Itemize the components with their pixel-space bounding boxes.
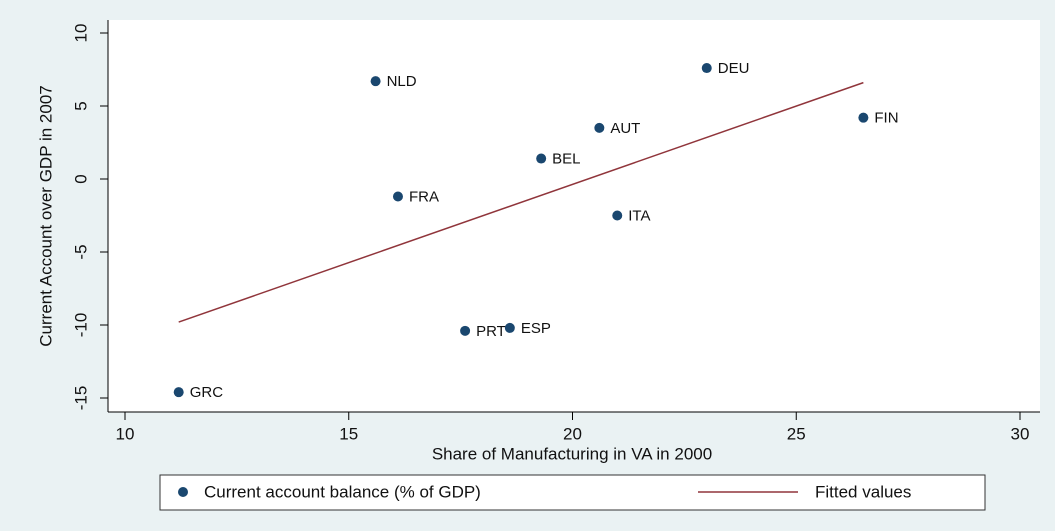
point-label: ESP xyxy=(521,320,551,337)
point xyxy=(701,63,712,74)
point-label: AUT xyxy=(610,120,640,137)
point xyxy=(392,191,403,202)
fit-line xyxy=(178,81,864,323)
y-tick-label: 0 xyxy=(71,174,90,183)
legend-label: Fitted values xyxy=(815,482,911,501)
legend-marker xyxy=(178,487,188,497)
x-tick-label: 20 xyxy=(563,424,582,443)
y-tick-label: -10 xyxy=(71,313,90,338)
y-axis-title: Current Account over GDP in 2007 xyxy=(36,85,55,346)
x-tick-label: 30 xyxy=(1011,424,1030,443)
x-tick-label: 25 xyxy=(787,424,806,443)
point xyxy=(370,76,381,87)
plot-area xyxy=(108,20,1040,412)
point-label: PRT xyxy=(476,323,506,340)
point xyxy=(536,153,547,164)
point-label: DEU xyxy=(718,60,750,77)
point xyxy=(612,210,623,221)
point-label: NLD xyxy=(387,73,417,90)
legend-label: Current account balance (% of GDP) xyxy=(204,482,481,501)
point-label: BEL xyxy=(552,151,580,168)
y-tick-label: 10 xyxy=(71,24,90,43)
point-label: FIN xyxy=(874,110,898,127)
point xyxy=(504,322,515,333)
x-tick-label: 10 xyxy=(116,424,135,443)
point xyxy=(173,387,184,398)
legend xyxy=(159,474,986,511)
y-tick-label: -15 xyxy=(71,386,90,411)
point xyxy=(460,325,471,336)
point-label: FRA xyxy=(409,188,439,205)
point-label: ITA xyxy=(628,207,650,224)
x-axis-title: Share of Manufacturing in VA in 2000 xyxy=(432,444,712,463)
y-tick-label: 5 xyxy=(71,101,90,110)
point xyxy=(594,122,605,133)
point-label: GRC xyxy=(190,384,224,401)
point xyxy=(858,112,869,123)
x-tick-label: 15 xyxy=(339,424,358,443)
y-tick-label: -5 xyxy=(71,244,90,259)
